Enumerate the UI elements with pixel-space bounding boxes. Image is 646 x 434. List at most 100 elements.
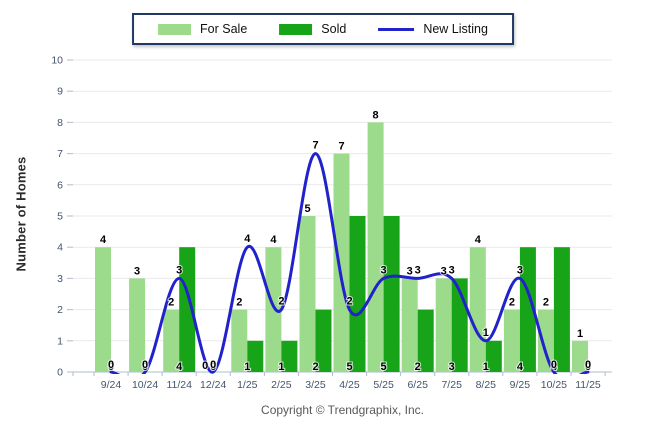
bar-sold [553, 247, 570, 372]
y-axis-tick-label: 7 [57, 148, 63, 160]
sold-value-label: 0 [108, 361, 114, 373]
new-listing-value-label: 0 [210, 359, 216, 371]
y-axis-tick-label: 0 [57, 367, 63, 379]
y-axis-tick-label: 10 [51, 55, 63, 67]
sold-value-label: 4 [517, 361, 524, 373]
new-listing-value-label: 0 [585, 359, 591, 371]
for-sale-value-label: 3 [134, 265, 140, 277]
x-axis-label: 9/24 [101, 379, 122, 391]
x-axis-label: 10/24 [132, 379, 158, 391]
for-sale-value-label: 8 [373, 109, 379, 121]
bar-for-sale [231, 309, 248, 372]
legend-label-new-listing: New Listing [423, 22, 488, 36]
y-axis-tick-label: 4 [57, 242, 63, 254]
bar-sold [417, 309, 434, 372]
bar-sold [281, 340, 298, 372]
x-axis-label: 5/25 [373, 379, 394, 391]
for-sale-value-label: 4 [100, 234, 107, 246]
new-listing-value-label: 3 [176, 264, 182, 276]
chart-legend: For Sale Sold New Listing [132, 13, 514, 45]
legend-item-new-listing: New Listing [378, 22, 488, 36]
new-listing-value-label: 3 [449, 264, 455, 276]
sold-value-label: 4 [176, 361, 183, 373]
x-axis-label: 11/25 [575, 379, 601, 391]
sold-value-label: 0 [142, 361, 148, 373]
new-listing-value-label: 4 [244, 233, 251, 245]
sold-value-label: 0 [210, 361, 216, 373]
y-axis-tick-label: 6 [57, 179, 63, 191]
bar-sold [519, 247, 536, 372]
bar-for-sale [572, 340, 588, 372]
sold-value-label: 5 [346, 361, 352, 373]
for-sale-value-label: 0 [202, 360, 208, 372]
x-axis-label: 3/25 [305, 379, 326, 391]
y-axis-tick-label: 5 [57, 211, 63, 223]
x-axis-label: 10/25 [541, 379, 567, 391]
new-listing-line-icon [378, 27, 415, 31]
new-listing-value-label: 3 [517, 264, 523, 276]
sold-value-label: 1 [278, 361, 284, 373]
new-listing-value-label: 2 [278, 296, 284, 308]
legend-item-sold: Sold [279, 22, 346, 36]
bar-for-sale [503, 309, 520, 372]
new-listing-value-label: 0 [142, 359, 148, 371]
for-sale-value-label: 2 [236, 297, 242, 309]
sold-value-label: 2 [312, 361, 318, 373]
y-axis-tick-label: 2 [57, 304, 63, 316]
for-sale-value-label: 1 [577, 328, 583, 340]
bar-for-sale [299, 216, 316, 372]
y-axis-tick-label: 8 [57, 117, 63, 129]
bar-for-sale [401, 278, 418, 372]
sold-value-label: 1 [244, 361, 250, 373]
bar-sold [383, 216, 400, 372]
for-sale-value-label: 2 [543, 297, 549, 309]
new-listing-value-label: 0 [551, 359, 557, 371]
bar-for-sale [435, 278, 452, 372]
sold-value-label: 3 [449, 361, 455, 373]
bar-for-sale [95, 247, 111, 372]
x-axis-label: 1/25 [237, 379, 258, 391]
new-listing-value-label: 3 [415, 264, 421, 276]
copyright-text: Copyright © Trendgraphix, Inc. [261, 403, 424, 417]
new-listing-value-label: 7 [312, 140, 318, 152]
sold-swatch-icon [279, 23, 313, 35]
bar-for-sale [333, 153, 350, 372]
legend-label-sold: Sold [321, 22, 347, 36]
x-axis-label: 8/25 [476, 379, 497, 391]
for-sale-value-label: 4 [270, 234, 277, 246]
x-axis-label: 12/24 [200, 379, 226, 391]
x-axis-label: 4/25 [339, 379, 360, 391]
new-listing-value-label: 0 [108, 359, 114, 371]
for-sale-value-label: 4 [475, 234, 482, 246]
for-sale-value-label: 5 [304, 203, 310, 215]
bar-for-sale [469, 247, 486, 372]
bar-sold [485, 340, 502, 372]
for-sale-swatch-icon [158, 23, 192, 35]
for-sale-value-label: 3 [407, 265, 413, 277]
legend-item-for-sale: For Sale [158, 22, 247, 36]
bar-for-sale [163, 309, 180, 372]
for-sale-value-label: 2 [509, 297, 515, 309]
bar-sold [315, 309, 332, 372]
bar-sold [349, 216, 366, 372]
new-listing-line [109, 152, 590, 374]
y-axis-tick-label: 1 [57, 335, 63, 347]
new-listing-value-label: 1 [483, 327, 489, 339]
sold-value-label: 5 [381, 361, 387, 373]
bar-for-sale [265, 247, 282, 372]
x-axis-label: 11/24 [166, 379, 192, 391]
for-sale-value-label: 2 [168, 297, 174, 309]
sold-value-label: 2 [415, 361, 421, 373]
bar-for-sale [129, 278, 146, 372]
x-axis-label: 6/25 [407, 379, 428, 391]
x-axis-label: 9/25 [510, 379, 531, 391]
y-axis-title: Number of Homes [13, 156, 29, 272]
bar-sold [179, 247, 196, 372]
bar-sold [247, 340, 264, 372]
for-sale-value-label: 7 [338, 141, 344, 153]
y-axis-tick-label: 3 [57, 273, 63, 285]
bar-for-sale [537, 309, 554, 372]
new-listing-value-label: 3 [381, 264, 387, 276]
